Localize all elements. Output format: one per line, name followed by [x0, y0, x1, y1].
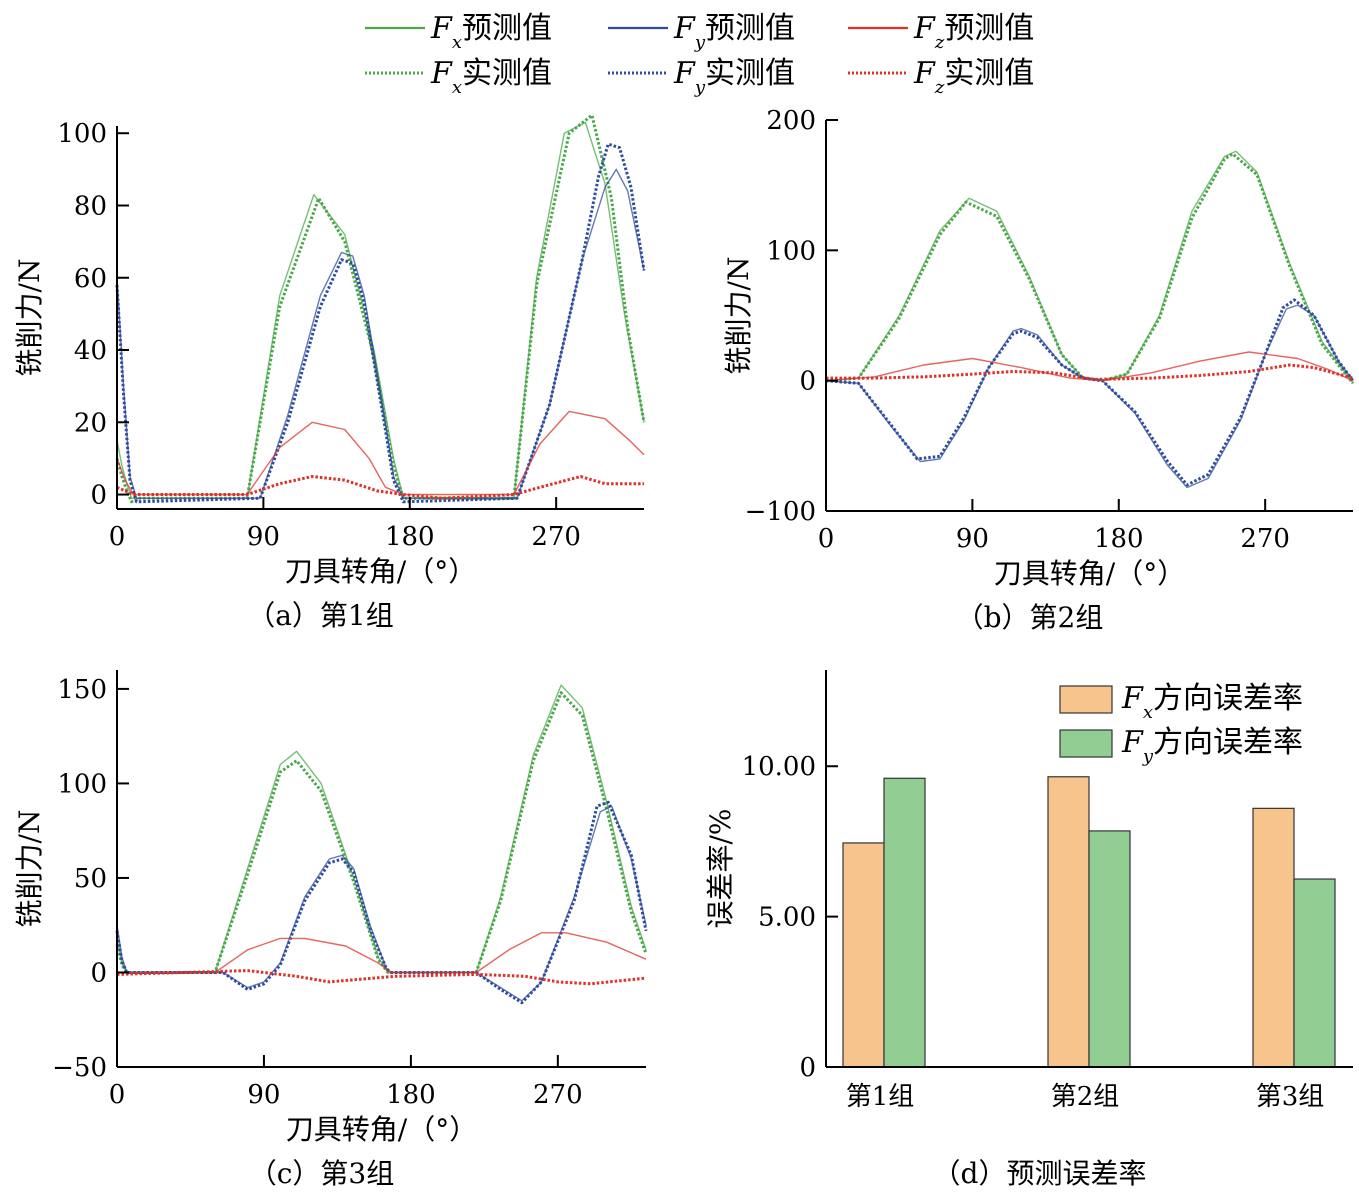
series-Fx_pred: [116, 121, 645, 499]
y-axis-label: 误差率/%: [704, 808, 737, 928]
y-tick-label: 80: [74, 191, 107, 221]
series-Fz_pred: [116, 410, 645, 496]
bar-legend-swatch-y: [1059, 729, 1113, 758]
y-axis-label: 铣削力/N: [722, 257, 755, 375]
panel-caption: （c）第3组: [249, 1157, 395, 1190]
y-tick-label: 0: [90, 958, 107, 988]
x-tick-label: 90: [247, 1080, 280, 1110]
y-tick-label: 100: [57, 119, 107, 149]
x-tick-label: 270: [531, 522, 581, 552]
x-tick-label: 270: [533, 1080, 583, 1110]
legend-label-x-dotted: Fx实测值: [430, 56, 552, 98]
y-tick-label: 150: [57, 675, 107, 705]
series-Fz_meas: [826, 363, 1354, 381]
legend-label-y-solid: Fy预测值: [673, 11, 795, 53]
legend-label-y-dotted: Fy实测值: [673, 56, 795, 98]
y-axis-label: 铣削力/N: [13, 810, 46, 928]
y-tick-label: 0: [799, 367, 816, 397]
x-axis-label: 刀具转角/（°）: [285, 555, 476, 588]
x-tick-label: 180: [1094, 524, 1144, 554]
series-Fy_meas: [115, 800, 648, 1005]
x-tick-label: 270: [1240, 524, 1290, 554]
x-tick-label: 第3组: [1256, 1082, 1325, 1112]
y-tick-label: 10.00: [742, 752, 816, 782]
y-tick-label: 100: [766, 236, 816, 266]
series-Fx_meas: [115, 113, 646, 504]
legend-label-z-dotted: Fz实测值: [913, 56, 1034, 98]
panel-caption: （d）预测误差率: [933, 1157, 1147, 1190]
series-Fz_pred: [825, 351, 1354, 382]
x-tick-label: 0: [109, 522, 126, 552]
series-Fx_meas: [825, 152, 1355, 385]
bar-y-1: [883, 777, 926, 1068]
series-Fx_pred: [116, 684, 647, 974]
bar-x-3: [1252, 807, 1295, 1068]
x-tick-label: 0: [818, 524, 835, 554]
x-axis-label: 刀具转角/（°）: [286, 1113, 477, 1146]
y-tick-label: 200: [766, 106, 816, 136]
series-Fy_meas: [115, 142, 646, 504]
x-tick-label: 180: [386, 1080, 436, 1110]
series-Fz_meas: [116, 475, 644, 500]
series-Fx_meas: [115, 691, 648, 974]
bar-x-2: [1047, 776, 1090, 1068]
series-Fz_meas: [116, 969, 647, 986]
x-tick-label: 180: [385, 522, 435, 552]
top-legend: Fx预测值 Fy预测值 Fz预测值 Fx实测值 Fy实测值 Fz实测值: [365, 11, 1034, 98]
x-tick-label: 0: [109, 1080, 126, 1110]
panel-caption: （a）第1组: [247, 599, 394, 632]
series-Fx_pred: [825, 150, 1354, 384]
y-tick-label: 100: [57, 769, 107, 799]
bar-x-1: [842, 842, 885, 1068]
y-tick-label: 5.00: [758, 903, 816, 933]
y-tick-label: 0: [90, 481, 107, 511]
series-Fz_pred: [117, 932, 647, 974]
x-tick-label: 90: [956, 524, 989, 554]
bar-legend-label-y: Fy方向误差率: [1121, 725, 1303, 767]
legend-label-z-solid: Fz预测值: [913, 11, 1034, 53]
y-tick-label: 50: [74, 864, 107, 894]
series-Fy_meas: [825, 298, 1355, 487]
x-tick-label: 第2组: [1051, 1082, 1120, 1112]
bar-y-2: [1088, 830, 1131, 1068]
x-tick-label: 90: [247, 522, 280, 552]
bar-y-3: [1293, 878, 1336, 1068]
bar-legend-swatch-x: [1059, 685, 1113, 714]
y-tick-label: 20: [74, 408, 107, 438]
panel-a-line-chart: 0 20 40 60 80 100 0 90 180 270 刀具转角/（°） 铣削力/N （a）第1组: [13, 113, 646, 632]
y-axis-label: 铣削力/N: [13, 259, 46, 377]
y-tick-label: 60: [74, 264, 107, 294]
legend-label-x-solid: Fx预测值: [430, 11, 552, 53]
x-tick-label: 第1组: [846, 1082, 915, 1112]
y-tick-label: −50: [52, 1053, 107, 1083]
y-tick-label: 0: [799, 1053, 816, 1083]
x-axis-label: 刀具转角/（°）: [994, 557, 1185, 590]
panel-caption: （b）第2组: [956, 601, 1104, 634]
y-tick-label: 40: [74, 336, 107, 366]
bar-legend-label-x: Fx方向误差率: [1121, 681, 1303, 723]
y-tick-label: −100: [745, 497, 816, 527]
